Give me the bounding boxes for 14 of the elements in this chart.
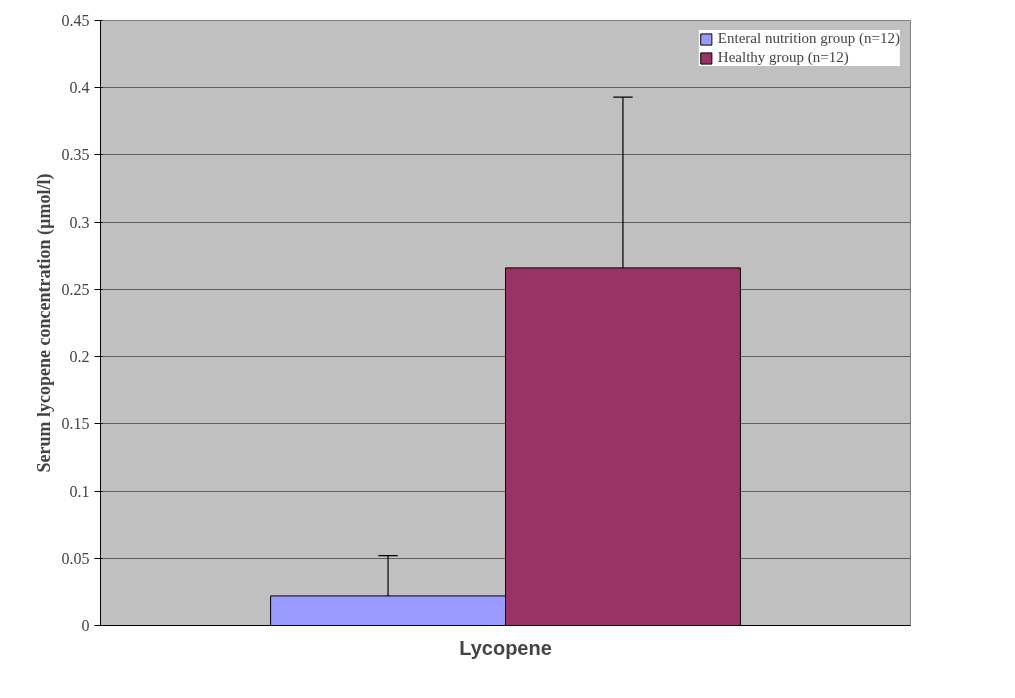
y-tick-label: 0.3 [69,213,90,231]
y-axis-title: Serum lycopene concentration (µmol/l) [33,173,55,473]
x-axis-title: Lycopene [459,636,552,659]
y-tick-label: 0.25 [61,280,90,298]
y-tick-label: 0 [81,617,90,634]
y-tick-label: 0.15 [61,415,90,433]
legend-label: Enteral nutrition group (n=12) [717,30,900,47]
y-tick-label: 0.35 [61,146,90,164]
legend-label: Healthy group (n=12) [717,49,849,66]
y-tick-label: 0.2 [69,348,90,366]
y-tick-label: 0.1 [69,482,90,500]
y-tick-label: 0.45 [61,12,90,29]
y-tick-label: 0.4 [69,79,90,97]
y-tick-label: 0.05 [61,549,90,567]
